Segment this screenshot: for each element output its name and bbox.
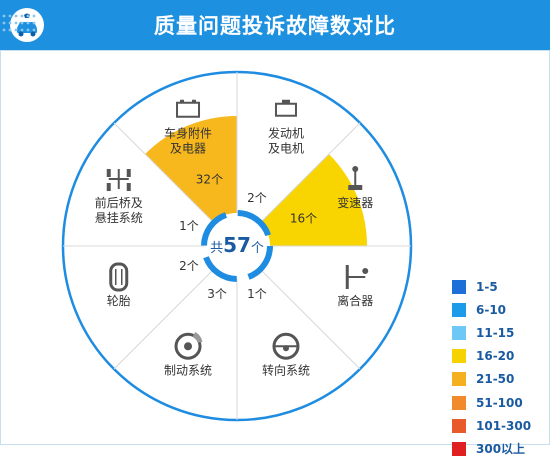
- center-disc: [208, 217, 266, 275]
- category-label: 悬挂系统: [95, 211, 143, 225]
- category-label: 变速器: [337, 195, 373, 210]
- page-title: 质量问题投诉故障数对比: [154, 14, 396, 38]
- spoke-line: [259, 268, 361, 370]
- category-label: 前后桥及: [95, 195, 143, 210]
- category-label: 发动机: [268, 126, 304, 141]
- legend-item: 51-100: [452, 391, 531, 414]
- clutch-icon: [345, 264, 369, 289]
- legend-swatch: [452, 325, 466, 340]
- legend-swatch: [452, 418, 466, 433]
- battery-icon: [176, 99, 201, 118]
- legend-item: 11-15: [452, 321, 531, 344]
- legend-label: 6-10: [476, 302, 507, 317]
- car-logo-icon: [10, 8, 44, 42]
- legend-item: 300以上: [452, 437, 531, 460]
- value-label: 3个: [207, 287, 227, 301]
- category-label: 制动系统: [164, 363, 212, 377]
- value-label: 1个: [247, 287, 267, 301]
- legend-item: 16-20: [452, 345, 531, 368]
- legend-label: 300以上: [476, 442, 526, 457]
- legend-item: 1-5: [452, 275, 531, 298]
- category-label: 及电器: [170, 142, 206, 156]
- spoke-line: [113, 122, 215, 224]
- legend-label: 16-20: [476, 349, 515, 364]
- value-label: 2个: [179, 259, 199, 273]
- gear-shifter-icon: [348, 166, 363, 191]
- sector-bar: [260, 154, 367, 246]
- legend-item: 6-10: [452, 298, 531, 321]
- legend-item: 21-50: [452, 368, 531, 391]
- decorative-dots: [2, 14, 36, 32]
- category-label: 转向系统: [262, 362, 310, 377]
- sector-bar: [145, 116, 237, 223]
- category-label: 离合器: [337, 293, 373, 308]
- value-label: 16个: [290, 211, 317, 225]
- legend-swatch: [452, 302, 466, 317]
- engine-icon: [274, 99, 297, 117]
- spoke-line: [259, 122, 361, 224]
- legend-swatch: [452, 372, 466, 387]
- legend-label: 101-300: [476, 418, 532, 433]
- category-label: 车身附件: [164, 126, 212, 141]
- legend-swatch: [452, 349, 466, 364]
- spoke-line: [113, 268, 215, 370]
- legend-swatch: [452, 279, 466, 294]
- value-label: 1个: [179, 219, 199, 233]
- legend-swatch: [452, 395, 466, 410]
- axle-suspension-icon: [106, 169, 131, 192]
- legend-label: 51-100: [476, 395, 523, 410]
- brake-disc-icon: [174, 332, 203, 360]
- legend-swatch: [452, 441, 466, 456]
- category-label: 轮胎: [107, 294, 131, 308]
- legend: 1-5 6-10 11-15 16-20 21-50 51-100 101-30…: [452, 275, 531, 461]
- legend-label: 1-5: [476, 279, 498, 294]
- legend-label: 21-50: [476, 372, 515, 387]
- category-label: 及电机: [268, 142, 304, 156]
- value-label: 32个: [196, 172, 223, 186]
- tire-icon: [109, 262, 129, 292]
- legend-item: 101-300: [452, 414, 531, 437]
- legend-label: 11-15: [476, 325, 515, 340]
- center-total: 共57个: [210, 233, 264, 257]
- value-label: 2个: [247, 191, 267, 205]
- steering-wheel-icon: [272, 332, 300, 360]
- header-bar: 质量问题投诉故障数对比: [0, 0, 550, 50]
